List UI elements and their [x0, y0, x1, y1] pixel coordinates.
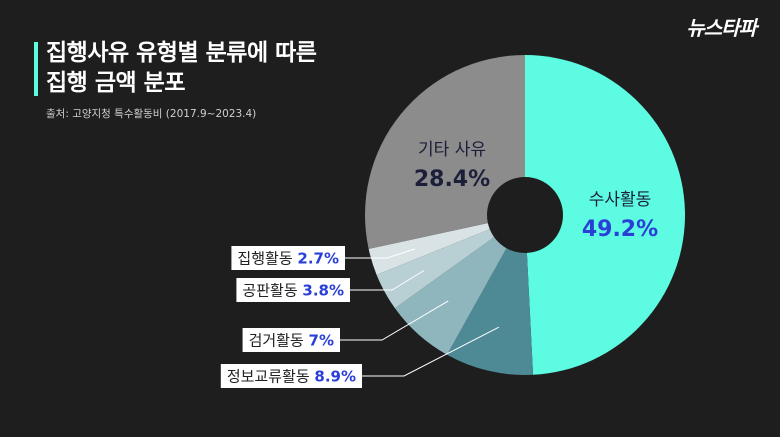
- callout-label-1: 정보교류활동 8.9%: [227, 368, 356, 386]
- callout-value-4: 2.7%: [297, 250, 339, 268]
- callout-line-3: [350, 270, 425, 291]
- callout-box-3: [236, 278, 350, 302]
- title-accent-bar: [34, 42, 38, 96]
- callout-2: 검거활동 7%: [242, 300, 449, 352]
- callout-3: 공판활동 3.8%: [236, 270, 425, 302]
- source-note: 출처: 고양지청 특수활동비 (2017.9~2023.4): [46, 108, 257, 120]
- callout-box-1: [220, 364, 362, 388]
- slice-label-5: 기타 사유: [418, 140, 486, 160]
- newstapa-logo: 뉴스타파: [686, 16, 757, 40]
- title-line-1: 집행사유 유형별 분류에 따른: [46, 40, 317, 66]
- callout-value-2: 7%: [309, 332, 334, 350]
- callout-value-1: 8.9%: [314, 368, 356, 386]
- callout-line-1: [362, 326, 500, 377]
- pie-slice-2: [394, 215, 525, 355]
- callout-line-4: [345, 248, 416, 259]
- callout-box-2: [242, 328, 340, 352]
- callout-1: 정보교류활동 8.9%: [220, 326, 500, 388]
- title-line-2: 집행 금액 분포: [46, 70, 185, 96]
- slice-value-5: 28.4%: [414, 167, 490, 192]
- callout-value-3: 3.8%: [302, 282, 344, 300]
- pie-slice-0: [525, 55, 686, 375]
- pie-slice-5: [364, 55, 525, 249]
- callout-line-2: [340, 300, 449, 341]
- callout-box-4: [231, 246, 345, 270]
- pie-slice-4: [368, 215, 525, 275]
- pie-slice-3: [376, 215, 525, 309]
- callout-label-2: 검거활동 7%: [249, 332, 334, 350]
- callout-label-3: 공판활동 3.8%: [242, 282, 344, 300]
- donut-hole: [487, 177, 563, 253]
- chart-title: 집행사유 유형별 분류에 따른 집행 금액 분포: [46, 38, 317, 98]
- callout-label-4: 집행활동 2.7%: [237, 250, 339, 268]
- slice-label-0: 수사활동: [589, 190, 652, 210]
- pie-slice-1: [447, 215, 534, 375]
- callout-4: 집행활동 2.7%: [231, 246, 416, 270]
- slice-value-0: 49.2%: [582, 217, 658, 242]
